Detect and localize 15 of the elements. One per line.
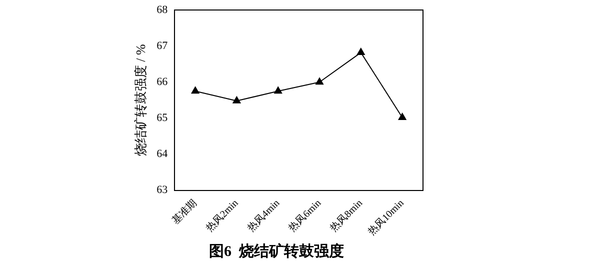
y-tick-label: 65: [156, 112, 168, 124]
point: [356, 48, 365, 56]
y-tick-label: 66: [156, 76, 168, 88]
point: [316, 78, 324, 85]
y-tick-label: 68: [156, 4, 168, 16]
x-tick-label: 基准期: [170, 197, 200, 227]
text: 图6 烧结矿转鼓强度: [209, 242, 344, 260]
y-axis-title: 烧结矿转鼓强度 / %: [133, 44, 148, 156]
point: [398, 112, 406, 120]
y-tick-label: 67: [156, 40, 168, 52]
y-tick-label: 63: [156, 184, 168, 196]
point: [232, 96, 241, 104]
point: [274, 86, 282, 94]
point: [191, 86, 200, 94]
y-tick-label: 64: [156, 148, 168, 160]
